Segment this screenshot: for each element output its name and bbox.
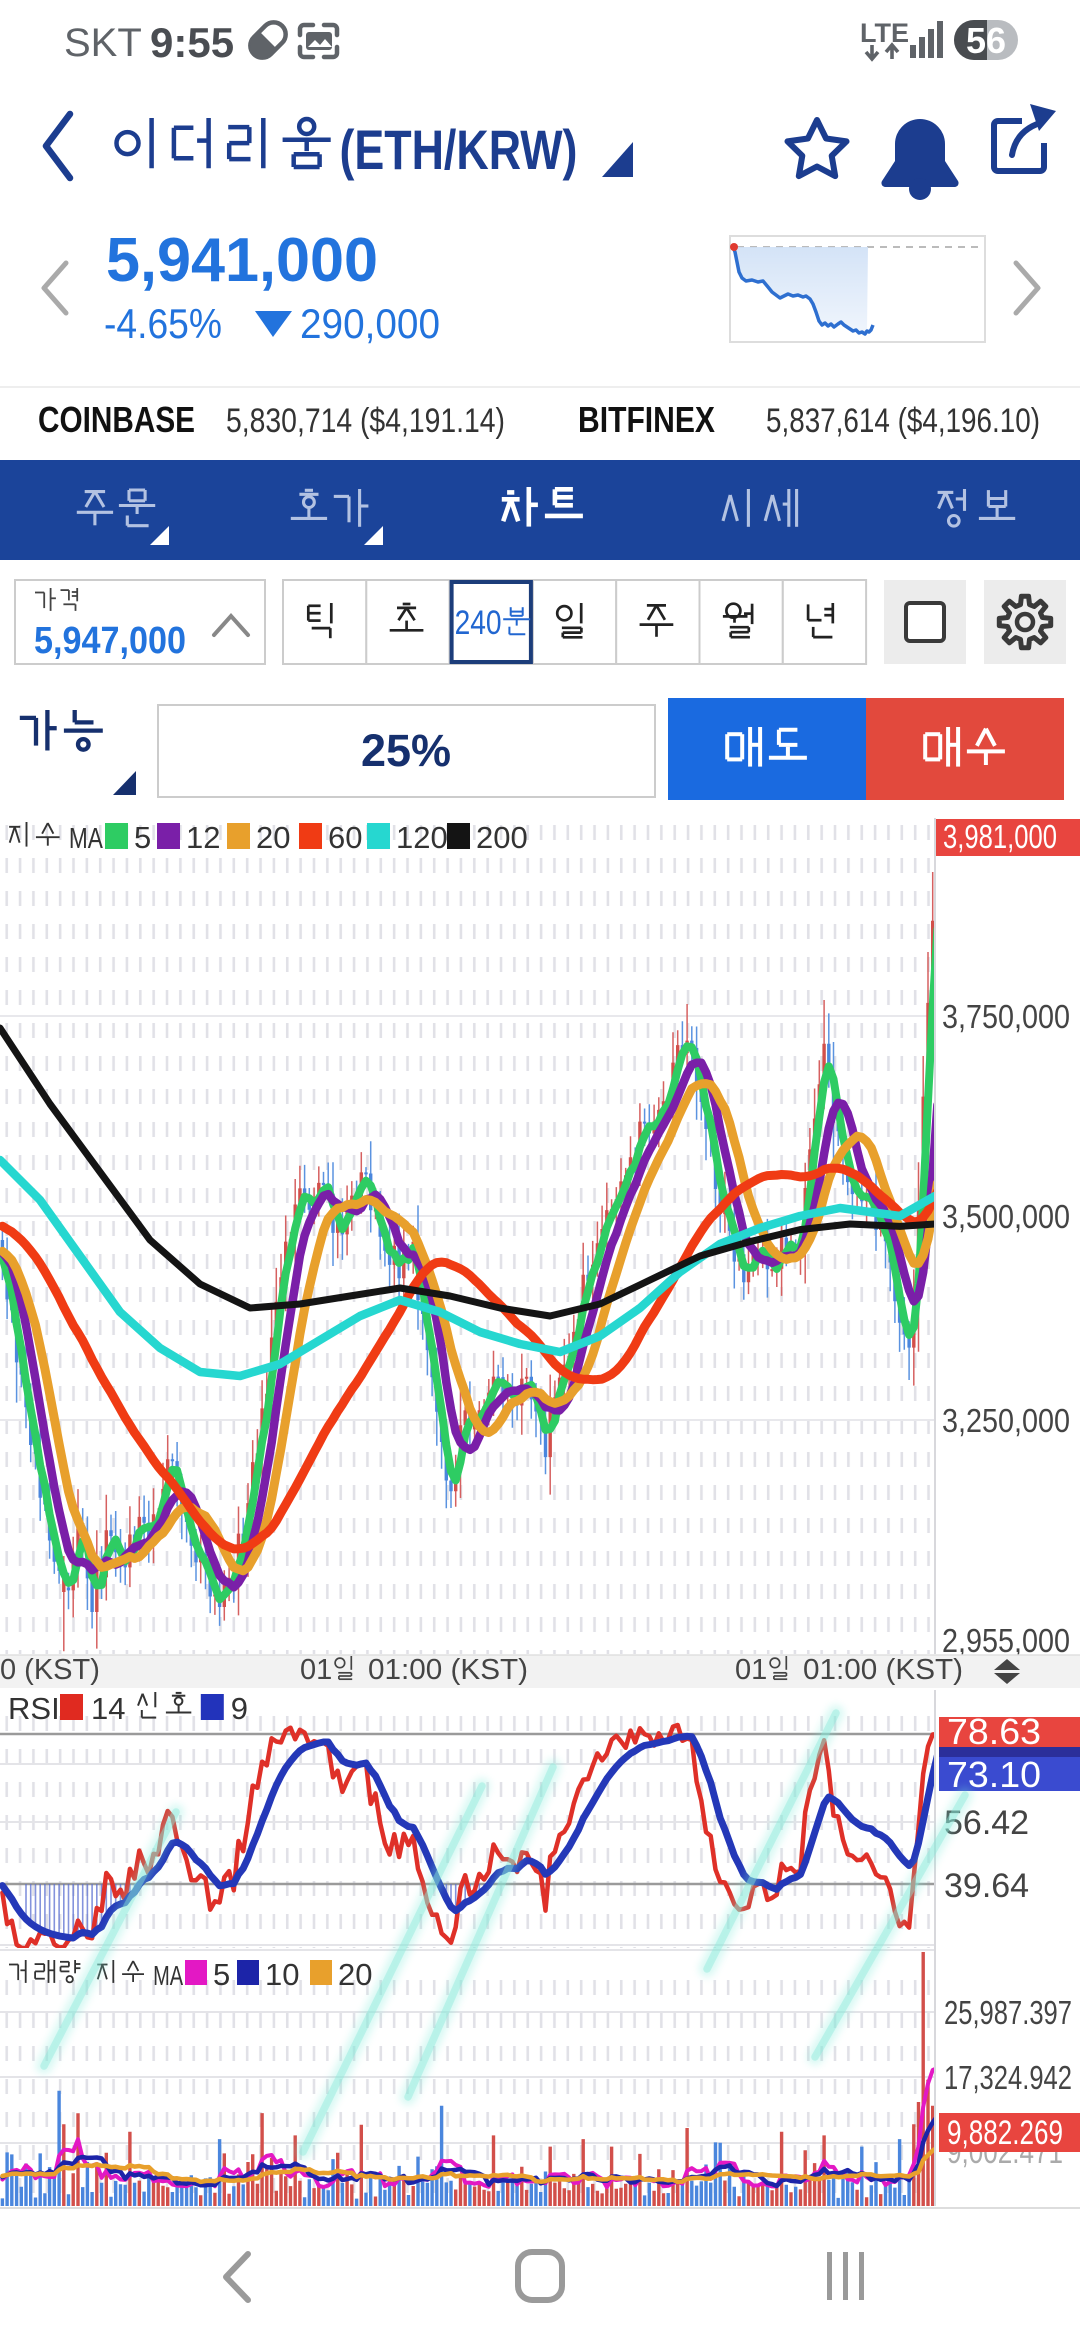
svg-text:120: 120 (396, 820, 448, 855)
svg-text:LTE: LTE (860, 18, 909, 48)
svg-text:5,830,714 ($4,191.14): 5,830,714 ($4,191.14) (226, 402, 505, 440)
svg-text:240: 240 (455, 604, 502, 642)
svg-text:3,750,000: 3,750,000 (942, 998, 1070, 1035)
svg-text:5: 5 (134, 820, 151, 855)
svg-text:01: 01 (300, 1654, 332, 1686)
svg-text:2,955,000: 2,955,000 (942, 1622, 1070, 1659)
svg-text:20: 20 (256, 820, 290, 855)
svg-text:290,000: 290,000 (300, 300, 440, 347)
svg-text:5: 5 (213, 1957, 230, 1992)
svg-text:20: 20 (338, 1957, 372, 1992)
svg-text:3,250,000: 3,250,000 (942, 1402, 1070, 1439)
svg-text:10: 10 (265, 1957, 299, 1992)
svg-text:60: 60 (328, 820, 362, 855)
svg-text:14: 14 (91, 1691, 125, 1726)
svg-text:17,324.942: 17,324.942 (944, 2059, 1072, 2096)
svg-text:01: 01 (735, 1654, 767, 1686)
svg-text:0 (KST): 0 (KST) (0, 1654, 100, 1686)
svg-text:3,981,000: 3,981,000 (943, 818, 1057, 855)
svg-text:MA: MA (69, 823, 104, 855)
svg-text:SKT: SKT (64, 21, 142, 65)
svg-text:-4.65%: -4.65% (104, 300, 222, 347)
svg-text:5,947,000: 5,947,000 (34, 620, 186, 662)
svg-text:12: 12 (186, 820, 220, 855)
svg-text:01:00 (KST): 01:00 (KST) (368, 1654, 528, 1686)
svg-text:01:00 (KST): 01:00 (KST) (803, 1654, 963, 1686)
svg-text:RSI: RSI (8, 1691, 60, 1726)
svg-text:25%: 25% (361, 725, 451, 776)
svg-text:200: 200 (476, 820, 528, 855)
svg-text:(ETH/KRW): (ETH/KRW) (339, 118, 577, 181)
svg-text:9:55: 9:55 (150, 19, 234, 66)
svg-text:BITFINEX: BITFINEX (578, 399, 715, 440)
svg-text:56: 56 (966, 20, 1006, 61)
svg-text:COINBASE: COINBASE (38, 399, 195, 440)
svg-text:5,941,000: 5,941,000 (106, 226, 378, 295)
svg-text:3,500,000: 3,500,000 (942, 1198, 1070, 1235)
svg-text:5,837,614 ($4,196.10): 5,837,614 ($4,196.10) (766, 402, 1040, 440)
svg-text:39.64: 39.64 (944, 1867, 1029, 1905)
svg-text:MA: MA (153, 1960, 183, 1991)
svg-text:25,987.397: 25,987.397 (944, 1994, 1072, 2031)
svg-text:9,882.269: 9,882.269 (947, 2114, 1063, 2152)
svg-text:9: 9 (231, 1691, 248, 1726)
svg-text:78.63: 78.63 (947, 1711, 1041, 1752)
